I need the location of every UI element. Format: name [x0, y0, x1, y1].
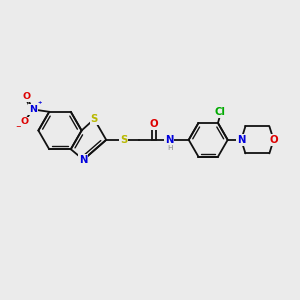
Text: H: H — [168, 145, 173, 151]
Text: N: N — [29, 105, 37, 114]
Text: −: − — [16, 124, 21, 130]
Text: O: O — [22, 92, 31, 101]
Text: O: O — [269, 135, 278, 145]
Text: N: N — [79, 155, 88, 165]
Text: S: S — [91, 114, 98, 124]
Text: Cl: Cl — [215, 107, 226, 118]
Text: N: N — [165, 135, 173, 145]
Text: N: N — [237, 135, 245, 145]
Text: O: O — [20, 118, 28, 127]
Text: O: O — [150, 119, 158, 129]
Text: +: + — [37, 100, 41, 105]
Text: S: S — [120, 135, 127, 145]
